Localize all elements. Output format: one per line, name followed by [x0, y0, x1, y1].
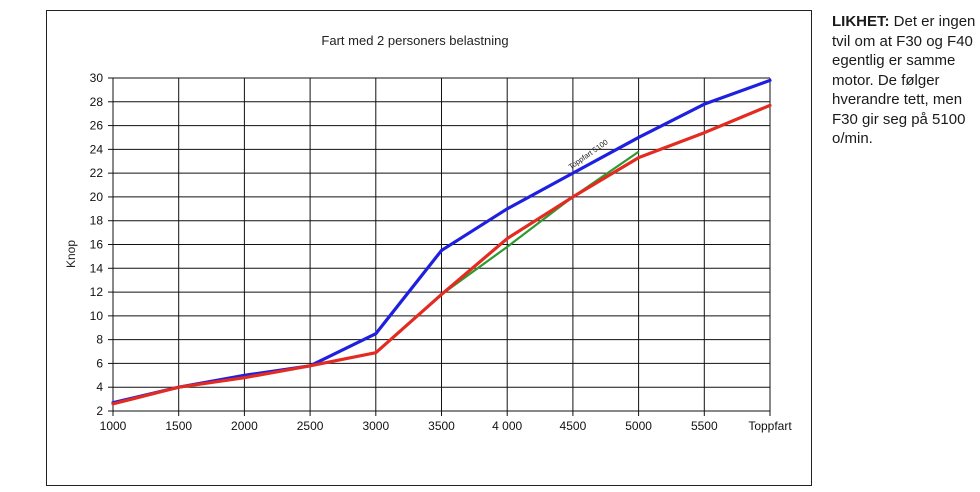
series-line-red	[111, 103, 772, 406]
x-tick-label: 2500	[297, 419, 324, 433]
x-tick-label: 4500	[560, 419, 587, 433]
chart-frame: 2 4 6 8 10 12 14 16 18 20 22 24 26 28 30 1000 1500 2000 25…	[46, 10, 812, 486]
x-tick-label: 4 000	[492, 419, 522, 433]
x-tick-label: 2000	[231, 419, 258, 433]
y-tick-label: 8	[96, 333, 103, 347]
x-tick-label: 1500	[165, 419, 192, 433]
caption-lead: LIKHET:	[832, 13, 890, 30]
series-line-green	[440, 150, 640, 296]
y-tick-label: 4	[96, 380, 103, 394]
y-tick-label: 22	[90, 166, 104, 180]
x-tick-label: Toppfart	[748, 419, 792, 433]
side-caption: LIKHET: Det er ingen tvil om at F30 og F…	[832, 12, 977, 149]
chart-title: Fart med 2 personers belastning	[321, 33, 508, 48]
y-tick-label: 14	[90, 261, 104, 275]
y-tick-label: 18	[90, 214, 104, 228]
y-tick-label: 20	[90, 190, 104, 204]
x-tick-label: 1000	[100, 419, 127, 433]
y-tick-label: 12	[90, 285, 104, 299]
x-tick-label: 5000	[625, 419, 652, 433]
caption-body: Det er ingen tvil om at F30 og F40 egent…	[832, 13, 976, 147]
y-tick-label: 28	[90, 95, 104, 109]
y-tick-label: 24	[90, 142, 104, 156]
y-tick-label: 26	[90, 119, 104, 133]
y-tick-label: 30	[90, 71, 104, 85]
chart-grid	[108, 77, 771, 416]
y-tick-label: 6	[96, 356, 103, 370]
x-tick-label: 5500	[691, 419, 718, 433]
y-tick-label: 10	[90, 309, 104, 323]
x-tick-label: 3000	[362, 419, 389, 433]
y-tick-label: 2	[96, 404, 103, 418]
y-tick-label: 16	[90, 238, 104, 252]
y-axis-label: Knop	[64, 240, 78, 268]
x-tick-label: 3500	[428, 419, 455, 433]
